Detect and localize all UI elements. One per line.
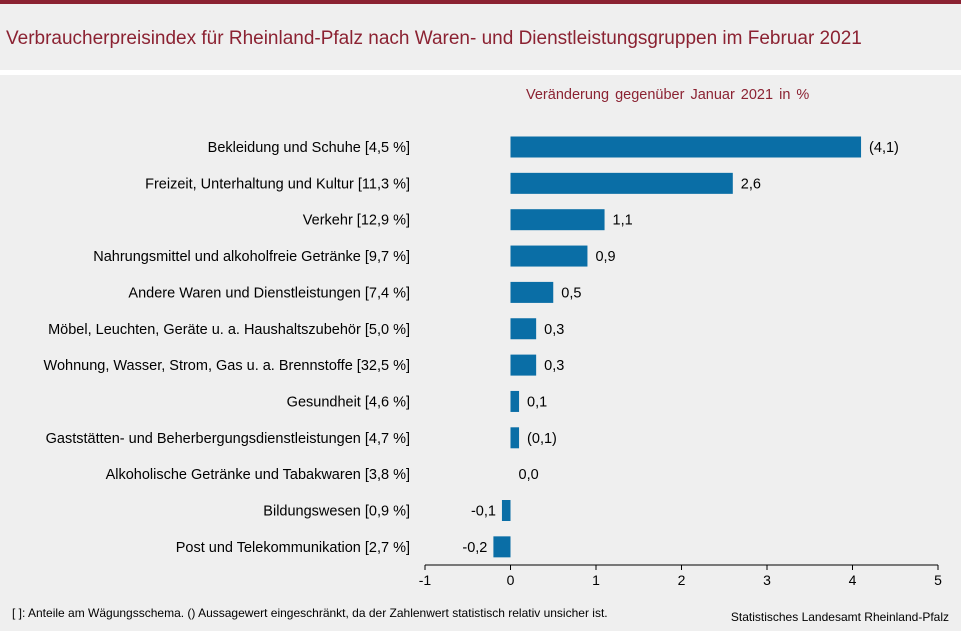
value-label: -0,1: [471, 504, 496, 520]
category-label: Gaststätten- und Beherbergungsdienstleis…: [46, 431, 410, 447]
category-label: Bekleidung und Schuhe [4,5 %]: [208, 140, 410, 156]
value-label: 0,5: [561, 285, 581, 301]
category-label: Andere Waren und Dienstleistungen [7,4 %…: [128, 285, 410, 301]
footnote: [ ]: Anteile am Wägungsschema. () Aussag…: [12, 606, 608, 620]
bar: [493, 536, 511, 558]
value-label: 0,3: [544, 358, 564, 374]
bar: [510, 281, 554, 303]
bar: [501, 500, 511, 521]
value-label: 1,1: [613, 213, 633, 229]
value-label: 2,6: [741, 176, 761, 192]
category-label: Verkehr [12,9 %]: [303, 213, 410, 229]
value-label: 0,3: [544, 322, 564, 338]
category-label: Gesundheit [4,6 %]: [287, 394, 410, 410]
x-tick-label: 5: [934, 572, 942, 588]
x-tick-label: 1: [592, 572, 600, 588]
x-tick-label: 2: [678, 572, 686, 588]
value-label: 0,0: [519, 467, 539, 483]
top-rule: [0, 0, 961, 4]
value-label: (0,1): [527, 431, 557, 447]
bar: [510, 427, 520, 449]
x-tick-label: 3: [763, 572, 771, 588]
chart-title: Verbraucherpreisindex für Rheinland-Pfal…: [6, 28, 862, 49]
category-label: Post und Telekommunikation [2,7 %]: [176, 540, 410, 556]
x-tick-label: -1: [419, 572, 432, 588]
category-label: Nahrungsmittel und alkoholfreie Getränke…: [93, 249, 410, 265]
category-label: Alkoholische Getränke und Tabakwaren [3,…: [106, 467, 410, 483]
chart-subtitle: Veränderung gegenüber Januar 2021 in %: [526, 87, 810, 103]
value-label: 0,9: [595, 249, 615, 265]
category-label: Bildungswesen [0,9 %]: [263, 504, 410, 520]
value-label: (4,1): [869, 140, 899, 156]
category-label: Freizeit, Unterhaltung und Kultur [11,3 …: [145, 176, 410, 192]
value-label: -0,2: [462, 540, 487, 556]
bar: [510, 172, 733, 194]
source-credit: Statistisches Landesamt Rheinland-Pfalz: [730, 610, 949, 624]
bar: [510, 390, 520, 412]
bar: [510, 136, 862, 158]
category-label: Wohnung, Wasser, Strom, Gas u. a. Brenns…: [44, 358, 410, 374]
bar: [510, 354, 537, 376]
x-tick-label: 0: [507, 572, 515, 588]
value-label: 0,1: [527, 394, 547, 410]
bar: [510, 209, 605, 231]
bar: [510, 318, 537, 340]
title-divider: [0, 70, 961, 75]
bar: [510, 245, 588, 267]
category-label: Möbel, Leuchten, Geräte u. a. Haushaltsz…: [48, 322, 410, 338]
x-tick-label: 4: [849, 572, 857, 588]
